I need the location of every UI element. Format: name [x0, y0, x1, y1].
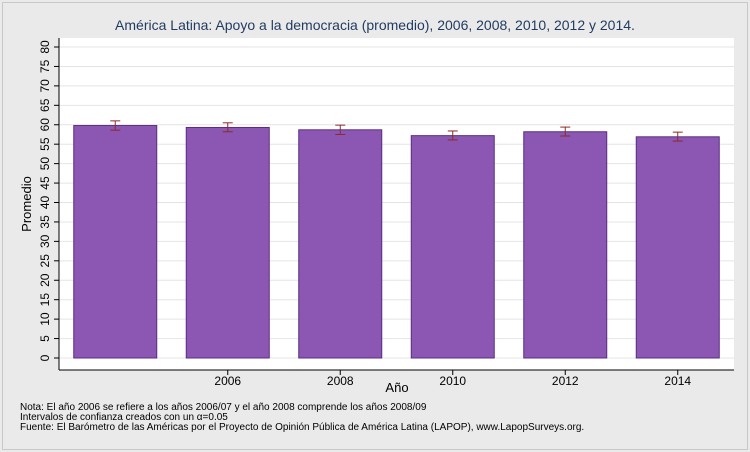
note-line-2: Intervalos de confianza creados con un α… [20, 412, 228, 423]
y-axis-ticks: 0 5 10 15 20 25 30 35 40 45 50 55 60 65 70 75 80 [38, 40, 59, 361]
gridlines [59, 46, 734, 359]
chart-title: América Latina: Apoyo a la democracia (p… [115, 17, 635, 33]
bar [523, 131, 608, 359]
y-tick-label: 75 [38, 59, 52, 73]
x-tick-label: 2008 [327, 374, 354, 388]
y-tick-label: 35 [38, 215, 52, 229]
y-tick-label: 50 [38, 157, 52, 171]
y-axis-label: Promedio [19, 176, 34, 232]
bar [410, 135, 495, 359]
x-axis-ticks: 2006 2008 2010 2012 2014 [214, 370, 691, 388]
source-line: Fuente: El Barómetro de las Américas por… [20, 422, 584, 433]
x-tick-label: 2012 [552, 374, 579, 388]
bar [298, 129, 383, 359]
bars [73, 125, 720, 359]
bar [635, 136, 720, 359]
y-tick-label: 45 [38, 176, 52, 190]
y-tick-label: 0 [38, 354, 52, 361]
bar [73, 125, 158, 359]
y-tick-label: 5 [38, 335, 52, 342]
y-tick-label: 40 [38, 196, 52, 210]
error-bars [110, 120, 683, 142]
y-tick-label: 60 [38, 118, 52, 132]
y-tick-label: 55 [38, 137, 52, 151]
x-tick-label: 2014 [664, 374, 691, 388]
y-tick-label: 25 [38, 254, 52, 268]
y-tick-label: 10 [38, 312, 52, 326]
y-tick-label: 65 [38, 98, 52, 112]
plot-area [59, 38, 734, 370]
y-tick-label: 20 [38, 273, 52, 287]
x-axis-label: Año [385, 380, 408, 395]
y-tick-label: 30 [38, 234, 52, 248]
y-tick-label: 70 [38, 79, 52, 93]
y-tick-label: 15 [38, 293, 52, 307]
x-tick-label: 2010 [439, 374, 466, 388]
x-tick-label: 2006 [214, 374, 241, 388]
y-tick-label: 80 [38, 40, 52, 54]
note-line-1: Nota: El año 2006 se refiere a los años … [20, 402, 427, 413]
bar [185, 126, 270, 359]
